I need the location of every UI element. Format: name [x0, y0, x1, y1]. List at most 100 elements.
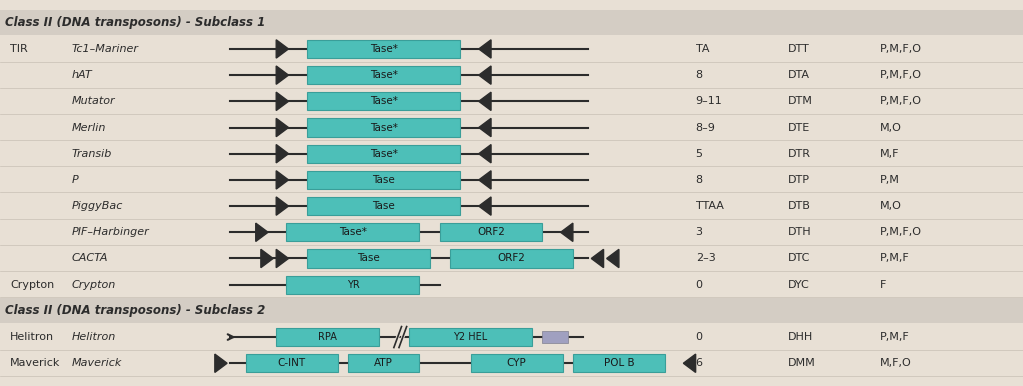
Text: TTAA: TTAA — [696, 201, 723, 211]
Text: 8: 8 — [696, 175, 703, 185]
Text: 8: 8 — [696, 70, 703, 80]
Text: P: P — [72, 175, 79, 185]
Text: DTM: DTM — [788, 96, 812, 106]
FancyBboxPatch shape — [276, 328, 379, 346]
FancyBboxPatch shape — [307, 197, 460, 215]
Polygon shape — [561, 223, 573, 242]
Text: 0: 0 — [696, 332, 703, 342]
Text: Tase*: Tase* — [369, 149, 398, 159]
Text: DHH: DHH — [788, 332, 813, 342]
Text: P,M: P,M — [880, 175, 899, 185]
Text: P,M,F,O: P,M,F,O — [880, 70, 922, 80]
Text: P,M,F: P,M,F — [880, 254, 909, 264]
Text: Mutator: Mutator — [72, 96, 116, 106]
Text: Helitron: Helitron — [10, 332, 54, 342]
FancyBboxPatch shape — [307, 249, 430, 267]
Text: DTA: DTA — [788, 70, 810, 80]
FancyBboxPatch shape — [307, 171, 460, 189]
Text: 2–3: 2–3 — [696, 254, 715, 264]
Text: P,M,F,O: P,M,F,O — [880, 227, 922, 237]
Text: Tase: Tase — [357, 254, 380, 264]
FancyBboxPatch shape — [0, 220, 1023, 245]
Polygon shape — [479, 171, 491, 189]
FancyBboxPatch shape — [0, 272, 1023, 297]
Text: Tase*: Tase* — [369, 96, 398, 106]
Text: M,O: M,O — [880, 122, 901, 132]
Text: M,F: M,F — [880, 149, 899, 159]
Text: Tase*: Tase* — [369, 122, 398, 132]
FancyBboxPatch shape — [0, 89, 1023, 114]
FancyBboxPatch shape — [348, 354, 419, 372]
FancyBboxPatch shape — [450, 249, 573, 267]
FancyBboxPatch shape — [307, 40, 460, 58]
Text: P,M,F,O: P,M,F,O — [880, 96, 922, 106]
Polygon shape — [479, 40, 491, 58]
Text: Tase*: Tase* — [369, 70, 398, 80]
Text: DTE: DTE — [788, 122, 810, 132]
Text: hAT: hAT — [72, 70, 92, 80]
FancyBboxPatch shape — [0, 246, 1023, 271]
Polygon shape — [276, 144, 288, 163]
Text: Tc1–Mariner: Tc1–Mariner — [72, 44, 138, 54]
Text: DTB: DTB — [788, 201, 810, 211]
Polygon shape — [683, 354, 696, 372]
FancyBboxPatch shape — [307, 66, 460, 84]
Polygon shape — [276, 171, 288, 189]
Text: DYC: DYC — [788, 280, 809, 290]
Text: Maverick: Maverick — [72, 358, 122, 368]
FancyBboxPatch shape — [0, 350, 1023, 376]
Text: 5: 5 — [696, 149, 703, 159]
Text: DTP: DTP — [788, 175, 810, 185]
Text: TIR: TIR — [10, 44, 28, 54]
Text: Transib: Transib — [72, 149, 112, 159]
Text: ORF2: ORF2 — [477, 227, 505, 237]
FancyBboxPatch shape — [286, 223, 419, 242]
Text: ATP: ATP — [374, 358, 393, 368]
FancyBboxPatch shape — [246, 354, 338, 372]
FancyBboxPatch shape — [440, 223, 542, 242]
Polygon shape — [276, 197, 288, 215]
Polygon shape — [591, 249, 604, 267]
Text: 0: 0 — [696, 280, 703, 290]
Text: DTT: DTT — [788, 44, 809, 54]
FancyBboxPatch shape — [0, 63, 1023, 88]
FancyBboxPatch shape — [0, 193, 1023, 218]
Text: Class II (DNA transposons) - Subclass 1: Class II (DNA transposons) - Subclass 1 — [5, 16, 265, 29]
FancyBboxPatch shape — [0, 115, 1023, 140]
Text: M,O: M,O — [880, 201, 901, 211]
Text: PiggyBac: PiggyBac — [72, 201, 123, 211]
Polygon shape — [261, 249, 273, 267]
Text: Maverick: Maverick — [10, 358, 60, 368]
Text: CYP: CYP — [506, 358, 527, 368]
FancyBboxPatch shape — [307, 92, 460, 110]
FancyBboxPatch shape — [0, 298, 1023, 323]
FancyBboxPatch shape — [0, 325, 1023, 350]
Text: DTH: DTH — [788, 227, 811, 237]
Text: 3: 3 — [696, 227, 703, 237]
Text: RPA: RPA — [318, 332, 337, 342]
Polygon shape — [479, 197, 491, 215]
Text: Tase*: Tase* — [339, 227, 367, 237]
FancyBboxPatch shape — [0, 141, 1023, 166]
Text: ORF2: ORF2 — [497, 254, 526, 264]
Polygon shape — [215, 354, 227, 372]
Text: Tase*: Tase* — [369, 44, 398, 54]
Text: M,F,O: M,F,O — [880, 358, 911, 368]
FancyBboxPatch shape — [0, 168, 1023, 193]
FancyBboxPatch shape — [307, 144, 460, 163]
Polygon shape — [276, 119, 288, 137]
Text: C-INT: C-INT — [277, 358, 306, 368]
Text: DTC: DTC — [788, 254, 810, 264]
FancyBboxPatch shape — [0, 10, 1023, 36]
Text: Crypton: Crypton — [10, 280, 54, 290]
Text: Class II (DNA transposons) - Subclass 2: Class II (DNA transposons) - Subclass 2 — [5, 305, 265, 317]
Text: P,M,F,O: P,M,F,O — [880, 44, 922, 54]
Polygon shape — [276, 92, 288, 110]
Text: Tase: Tase — [372, 201, 395, 211]
Text: POL B: POL B — [604, 358, 634, 368]
Polygon shape — [276, 249, 288, 267]
Text: PIF–Harbinger: PIF–Harbinger — [72, 227, 149, 237]
Text: DTR: DTR — [788, 149, 810, 159]
Text: 6: 6 — [696, 358, 703, 368]
Text: F: F — [880, 280, 886, 290]
